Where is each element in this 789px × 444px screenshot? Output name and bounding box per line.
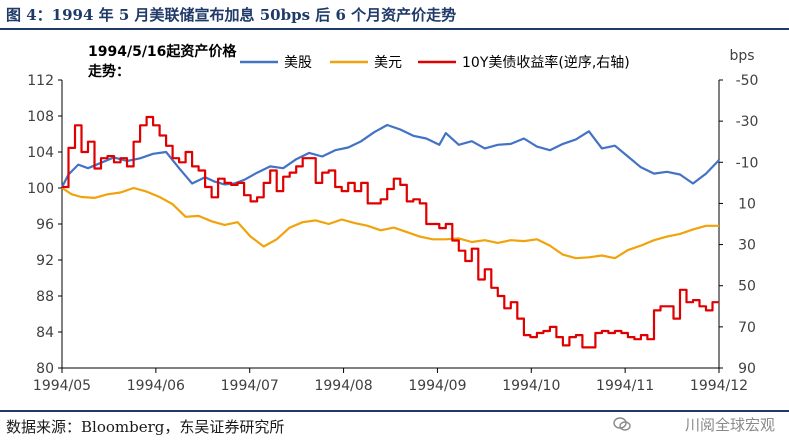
header-rule (0, 28, 789, 30)
footer-rule (0, 410, 789, 412)
chart-annotation-line2: 走势： (88, 63, 130, 80)
x-tick-label: 1994/05 (33, 378, 91, 394)
x-tick-label: 1994/09 (408, 378, 466, 394)
x-tick-label: 1994/11 (596, 378, 654, 394)
right-axis-unit: bps (729, 48, 754, 64)
right-tick-label: 50 (738, 279, 756, 295)
legend-label-0: 美股 (284, 55, 312, 71)
right-tick-label: -10 (736, 155, 759, 171)
left-tick-label: 92 (36, 253, 54, 269)
tick-labels: 80 84 88 92 96 100 104 108 112 -50 -30 -10 10 30 50 70 9… (27, 73, 758, 394)
series-line-0 (61, 123, 720, 188)
wechat-icon (613, 417, 631, 431)
right-tick-label: 10 (738, 196, 756, 212)
left-tick-label: 112 (27, 73, 54, 89)
right-tick-label: 90 (738, 361, 756, 377)
legend-label-2: 10Y美债收益率(逆序,右轴) (462, 54, 630, 71)
left-tick-label: 96 (36, 217, 54, 233)
left-tick-label: 108 (27, 109, 54, 125)
right-tick-label: 70 (738, 320, 756, 336)
right-tick-label: 30 (738, 238, 756, 254)
x-tick-label: 1994/06 (127, 378, 185, 394)
source-note: 数据来源：Bloomberg，东吴证券研究所 (6, 418, 285, 436)
series-layer (61, 115, 720, 349)
series-line-1 (61, 186, 719, 260)
series-line-2 (62, 115, 719, 349)
watermark: 川阅全球宏观 (684, 416, 775, 434)
page-title: 图 4：1994 年 5 月美联储宣布加息 50bps 后 6 个月资产价走势 (6, 6, 457, 24)
left-tick-label: 88 (36, 289, 54, 305)
x-tick-label: 1994/07 (221, 378, 279, 394)
left-tick-label: 84 (36, 325, 54, 341)
x-tick-label: 1994/08 (314, 378, 372, 394)
chart-annotation: 1994/5/16起资产价格 (88, 43, 237, 60)
left-tick-label: 100 (27, 181, 54, 197)
x-tick-label: 1994/10 (502, 378, 560, 394)
left-tick-label: 104 (27, 145, 54, 161)
chart-legend: 美股 美元 10Y美债收益率(逆序,右轴) (240, 54, 630, 71)
title-bar: 图 4：1994 年 5 月美联储宣布加息 50bps 后 6 个月资产价走势 (0, 0, 789, 28)
right-tick-label: -50 (736, 73, 759, 89)
left-tick-label: 80 (36, 361, 54, 377)
x-tick-label: 1994/12 (690, 378, 748, 394)
chart-axes (58, 79, 723, 373)
legend-label-1: 美元 (374, 55, 402, 71)
right-tick-label: -30 (736, 114, 759, 130)
